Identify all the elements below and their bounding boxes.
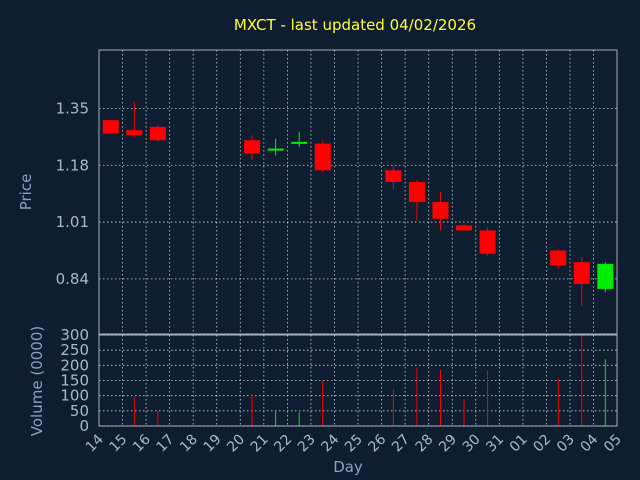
volume-tick-label: 100 <box>60 387 89 405</box>
candle-body <box>385 170 402 182</box>
volume-tick-label: 300 <box>60 326 89 344</box>
x-tick-label: 05 <box>601 432 625 456</box>
chart-title: MXCT - last updated 04/02/2026 <box>234 16 476 34</box>
candle <box>573 257 590 306</box>
candle-body <box>126 130 143 136</box>
candle-body <box>244 140 261 154</box>
volume-tick-label: 250 <box>60 341 89 359</box>
volume-axis-label: Volume (0000) <box>28 326 46 436</box>
x-axis-label: Day <box>333 458 363 476</box>
volume-tick-label: 0 <box>79 417 89 435</box>
x-tick-label: 16 <box>130 431 154 455</box>
candle <box>244 135 261 161</box>
candle-body <box>149 126 166 141</box>
price-tick-label: 1.01 <box>56 213 89 231</box>
volume-frame <box>98 334 618 427</box>
candle-body <box>314 143 331 171</box>
x-tick-label: 30 <box>460 432 484 456</box>
candle <box>456 223 473 231</box>
x-tick-label: 20 <box>224 432 248 456</box>
candle-body <box>291 141 308 144</box>
x-tick-label: 24 <box>318 431 342 455</box>
candle <box>432 192 449 231</box>
candle-body <box>408 181 425 203</box>
x-tick-label: 01 <box>507 432 531 456</box>
x-tick-label: 23 <box>295 432 319 456</box>
volume-tick-label: 200 <box>60 356 89 374</box>
candle <box>550 248 567 269</box>
x-tick-labels: 14 15 16 17 18 19 20 21 22 23 24 25 26 27 28 29 30 31 01 02… <box>83 431 625 455</box>
x-tick-label: 26 <box>366 431 390 455</box>
price-tick-label: 1.18 <box>56 156 89 174</box>
candle-body <box>102 120 119 134</box>
x-tick-label: 19 <box>201 432 225 456</box>
x-tick-label: 18 <box>177 432 201 456</box>
x-tick-label: 25 <box>342 432 366 456</box>
x-tick-label: 31 <box>483 432 507 456</box>
candle-body <box>479 230 496 254</box>
x-tick-label: 29 <box>436 432 460 456</box>
price-tick-label: 1.35 <box>56 99 89 117</box>
x-tick-label: 15 <box>106 432 130 456</box>
x-tick-label: 02 <box>530 432 554 456</box>
x-tick-label: 04 <box>577 431 601 455</box>
candle <box>408 180 425 221</box>
price-panel: 1.35 1.18 1.01 0.84 <box>56 49 618 335</box>
volume-tick-label: 50 <box>70 402 89 420</box>
x-tick-label: 22 <box>271 432 295 456</box>
x-tick-label: 27 <box>389 432 413 456</box>
x-tick-label: 03 <box>554 432 578 456</box>
price-axis-label: Price <box>17 174 35 211</box>
candle <box>291 131 308 147</box>
candle <box>479 227 496 256</box>
candle-body <box>550 250 567 266</box>
x-tick-label: 14 <box>83 431 107 455</box>
candle-body <box>456 225 473 231</box>
x-tick-label: 21 <box>248 432 272 456</box>
x-tick-label: 17 <box>154 432 178 456</box>
candle <box>597 262 614 293</box>
candle <box>149 125 166 142</box>
candle <box>385 165 402 189</box>
candle <box>102 120 119 134</box>
candle-body <box>432 202 449 219</box>
volume-tick-label: 150 <box>60 372 89 390</box>
candle-body <box>597 263 614 289</box>
price-tick-label: 0.84 <box>56 270 89 288</box>
candle <box>267 138 284 156</box>
candle <box>314 140 331 172</box>
candle-body <box>267 148 284 151</box>
candle-body <box>573 262 590 284</box>
x-tick-label: 28 <box>413 432 437 456</box>
price-frame <box>98 49 618 335</box>
candle <box>126 101 143 137</box>
